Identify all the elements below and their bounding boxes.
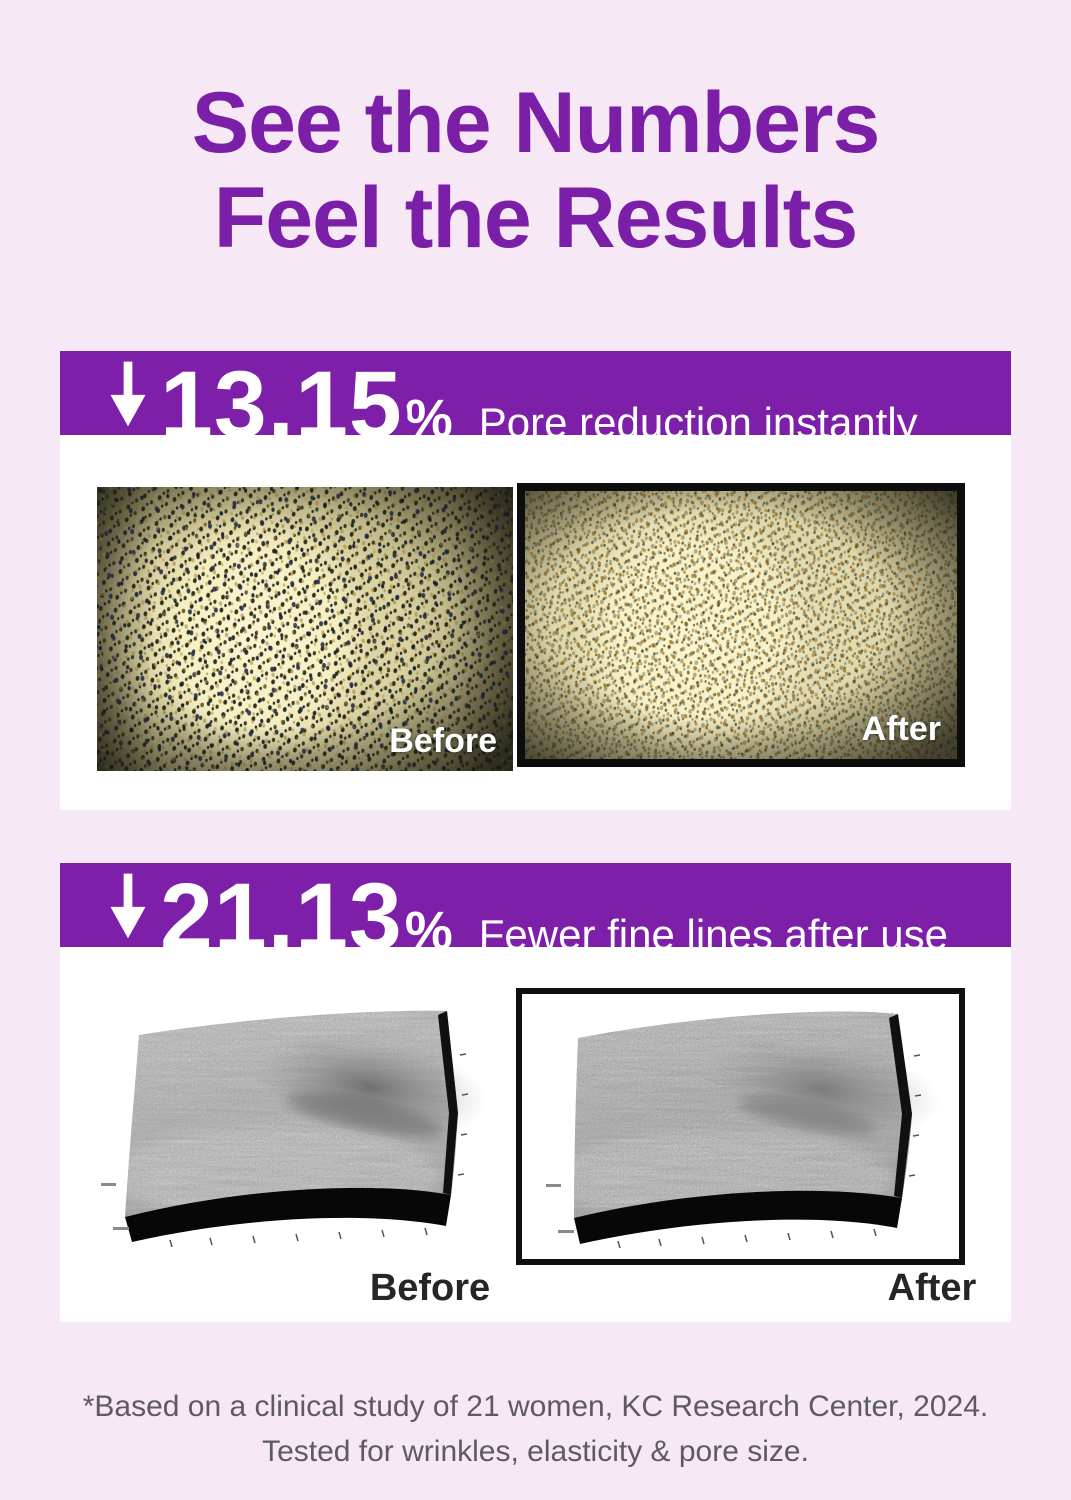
wrinkle-after-surface bbox=[546, 1011, 942, 1249]
axis-ticks bbox=[169, 1053, 469, 1248]
pore-comparison-panel: Before After bbox=[60, 435, 1011, 811]
wrinkle-before-surface bbox=[101, 1010, 487, 1248]
after-label: After bbox=[861, 710, 941, 749]
axis-ticks bbox=[617, 1054, 922, 1249]
stat-banner-lines: 21.13 % Fewer fine lines after use bbox=[60, 863, 1011, 965]
footnote: *Based on a clinical study of 21 women, … bbox=[0, 1384, 1071, 1474]
before-label: Before bbox=[369, 1267, 491, 1310]
stat-section-lines: 21.13 % Fewer fine lines after use bbox=[0, 863, 1071, 1323]
pore-after-photo: After bbox=[517, 483, 965, 768]
after-label: After bbox=[887, 1267, 977, 1310]
arrow-down-icon bbox=[104, 356, 152, 433]
stat-banner-pores: 13.15 % Pore reduction instantly bbox=[60, 351, 1011, 453]
footnote-line-1: *Based on a clinical study of 21 women, … bbox=[82, 1390, 989, 1424]
title-line-1: See the Numbers bbox=[191, 75, 881, 171]
pore-before-photo: Before bbox=[97, 487, 513, 772]
page-title: See the Numbers Feel the Results bbox=[0, 0, 1071, 265]
wrinkle-comparison-panel: Before After bbox=[60, 947, 1011, 1323]
wrinkle-before-plot bbox=[75, 995, 510, 1261]
before-label: Before bbox=[389, 722, 497, 761]
arrow-down-icon bbox=[104, 868, 152, 945]
stat-section-pores: 13.15 % Pore reduction instantly Before bbox=[0, 351, 1071, 811]
wrinkle-after-plot bbox=[516, 988, 965, 1266]
footnote-line-2: Tested for wrinkles, elasticity & pore s… bbox=[262, 1435, 809, 1469]
title-line-2: Feel the Results bbox=[213, 169, 859, 266]
pore-after-image bbox=[525, 491, 957, 760]
pore-before-image bbox=[97, 487, 513, 772]
